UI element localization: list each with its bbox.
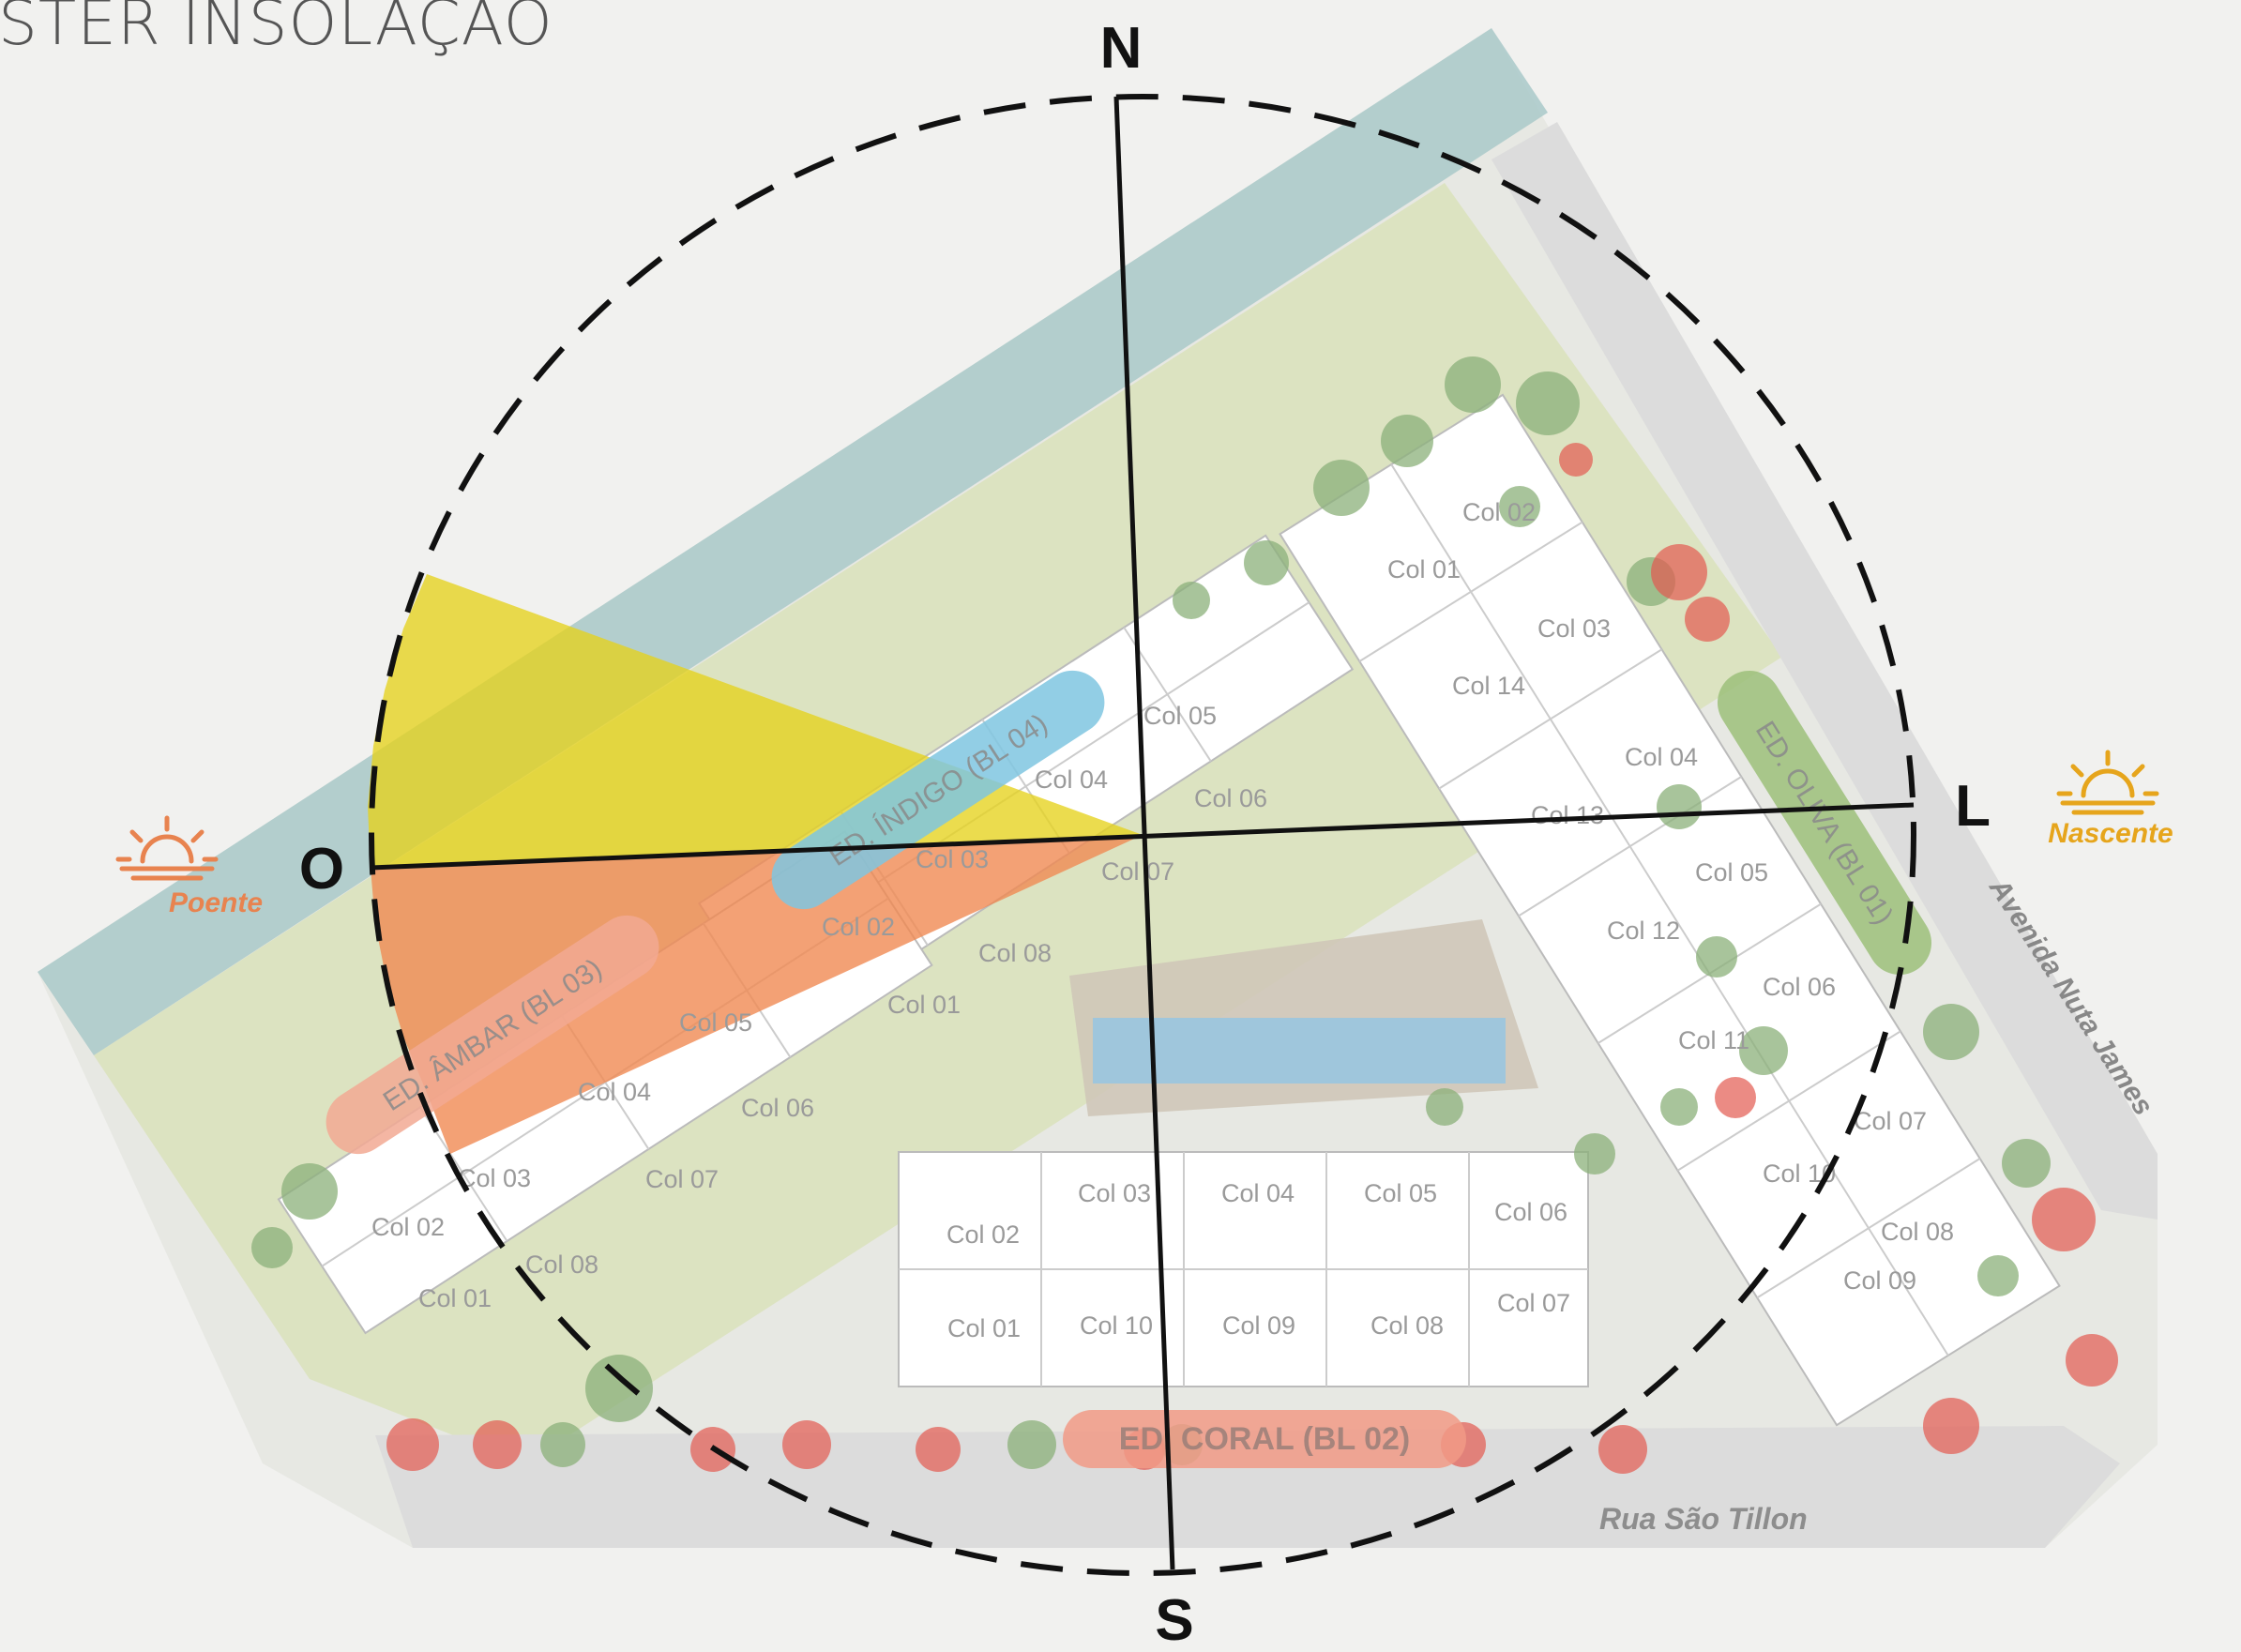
compass-ew-axis [370, 802, 1915, 871]
flower-bed [2066, 1334, 2118, 1387]
unit-label-ambar: Col 06 [741, 1094, 814, 1122]
unit-label-oliva: Col 04 [1625, 743, 1698, 771]
unit-label-coral: Col 05 [1364, 1179, 1437, 1207]
compass-east: L [1955, 774, 1991, 839]
flower-bed [2032, 1188, 2096, 1251]
building-oliva [1279, 393, 2061, 1427]
compass-south: S [1155, 1588, 1193, 1647]
unit-label-oliva: Col 02 [1462, 498, 1536, 526]
unit-label-oliva: Col 07 [1854, 1107, 1927, 1135]
compass-north: N [1100, 16, 1143, 81]
unit-label-oliva: Col 08 [1881, 1218, 1954, 1246]
unit-label-ambar: Col 07 [645, 1165, 719, 1193]
unit-label-oliva: Col 14 [1452, 672, 1525, 700]
page-title: STER INSOLAÇÃO [0, 0, 553, 59]
unit-label-coral: Col 10 [1080, 1311, 1153, 1340]
tree [281, 1163, 338, 1220]
unit-labels: Col 05 Col 04 Col 06 Col 03 Col 07 Col 02 Col … [371, 498, 1954, 1342]
unit-label-indigo: Col 01 [887, 991, 961, 1019]
unit-label-oliva: Col 11 [1678, 1026, 1749, 1054]
street-south-label: Rua São Tillon [1599, 1502, 1808, 1536]
flower-bed [1651, 544, 1707, 600]
unit-label-indigo: Col 06 [1194, 784, 1267, 812]
unit-label-coral: Col 06 [1494, 1198, 1567, 1226]
unit-label-oliva: Col 03 [1537, 614, 1611, 643]
tree [1657, 784, 1702, 829]
compass-circle [369, 94, 1916, 1576]
compass-ns-axis [1113, 96, 1175, 1570]
tree [1923, 1004, 1979, 1060]
sector-orange-afternoon-west [371, 835, 1143, 1154]
tree [1445, 356, 1501, 413]
label-coral: ED. CORAL (BL 02) [1063, 1410, 1466, 1468]
tree [2002, 1139, 2051, 1188]
unit-label-indigo: Col 08 [978, 939, 1052, 967]
unit-label-ambar: Col 05 [679, 1008, 752, 1037]
unit-label-oliva: Col 12 [1607, 917, 1680, 945]
landscaping [251, 356, 2118, 1474]
building-coral [898, 1151, 1589, 1387]
tree [1244, 540, 1289, 585]
flower-bed [386, 1418, 439, 1471]
tree [1574, 1133, 1615, 1175]
unit-label-coral: Col 04 [1221, 1179, 1295, 1207]
unit-label-indigo: Col 07 [1101, 857, 1174, 886]
tree [585, 1355, 653, 1422]
tree [1381, 415, 1433, 467]
tree [1426, 1088, 1463, 1126]
unit-label-oliva: Col 13 [1531, 801, 1604, 829]
flower-bed [916, 1427, 961, 1472]
compass-west: O [299, 837, 344, 902]
unit-label-coral: Col 08 [1370, 1311, 1444, 1340]
svg-text:ED. CORAL (BL 02): ED. CORAL (BL 02) [1119, 1421, 1410, 1457]
flower-bed [782, 1420, 831, 1469]
tree [1499, 486, 1540, 527]
tree [1739, 1026, 1788, 1075]
sunset-icon [115, 815, 219, 881]
unit-label-coral: Col 09 [1222, 1311, 1295, 1340]
flower-bed [1923, 1398, 1979, 1454]
unit-label-oliva: Col 09 [1843, 1266, 1916, 1295]
unit-label-ambar: Col 03 [458, 1164, 531, 1192]
unit-label-oliva: Col 05 [1695, 858, 1768, 887]
tree [1696, 936, 1737, 978]
unit-label-oliva: Col 06 [1763, 973, 1836, 1001]
unit-label-oliva: Col 01 [1387, 555, 1461, 584]
unit-label-indigo: Col 03 [916, 845, 989, 873]
unit-label-indigo: Col 05 [1143, 702, 1217, 730]
tree [1660, 1088, 1698, 1126]
tree [540, 1422, 585, 1467]
flower-bed [1559, 443, 1593, 477]
unit-label-ambar: Col 04 [578, 1078, 651, 1106]
flower-bed [473, 1420, 522, 1469]
flower-bed [1685, 597, 1730, 642]
unit-label-coral: Col 07 [1497, 1289, 1570, 1317]
pool [1093, 1018, 1506, 1084]
tree [1313, 460, 1370, 516]
tree [1977, 1255, 2019, 1296]
unit-label-coral: Col 02 [946, 1220, 1020, 1249]
tree [1007, 1420, 1056, 1469]
sunrise-label: Nascente [2048, 818, 2173, 849]
flower-bed [1715, 1077, 1756, 1118]
tree [1516, 371, 1580, 435]
unit-label-indigo: Col 02 [822, 913, 895, 941]
unit-label-indigo: Col 04 [1035, 765, 1108, 794]
sunrise-icon [2056, 750, 2159, 815]
unit-label-ambar: Col 02 [371, 1213, 445, 1241]
sunset-label: Poente [169, 887, 263, 918]
unit-label-coral: Col 03 [1078, 1179, 1151, 1207]
tree [251, 1227, 293, 1268]
unit-label-ambar: Col 01 [418, 1284, 492, 1312]
road-east [1491, 122, 2158, 1220]
unit-label-coral: Col 01 [947, 1314, 1021, 1342]
unit-label-ambar: Col 08 [525, 1250, 598, 1279]
flower-bed [1598, 1425, 1647, 1474]
tree [1173, 582, 1210, 619]
